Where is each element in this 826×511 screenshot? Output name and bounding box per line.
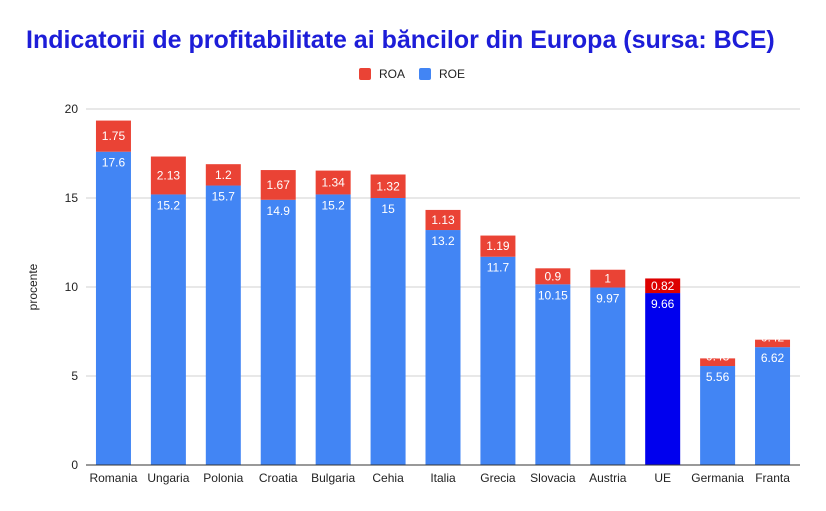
x-tick-label: Bulgaria [311,471,355,485]
data-label-roe: 15.2 [157,198,181,212]
x-tick-label: Austria [589,471,627,485]
data-label-roa: 1.67 [267,178,291,192]
x-tick-label: Ungaria [147,471,189,485]
bar-roe-austria [590,287,626,465]
data-label-roa: 1.19 [486,239,510,253]
x-tick-label: UE [654,471,671,485]
bar-roa-italia [425,209,461,231]
legend-swatch-roa [359,68,371,80]
bar-roa-ungaria [150,156,186,195]
data-label-roa: 0.43 [706,349,730,363]
x-tick-label: Italia [430,471,456,485]
x-tick-label: Franta [755,471,790,485]
bar-roe-ue [645,293,681,465]
bar-roe-franta [755,347,791,465]
axes: 0 5 10 15 20 procente Romania Ungaria Polonia Cro… [26,102,800,485]
y-tick-label: 0 [71,458,78,472]
data-label-roe: 15 [381,202,395,216]
x-tick-label: Cehia [372,471,404,485]
bar-roe-bulgaria [315,194,351,465]
legend: ROA ROE [359,67,465,81]
bar-roa-grecia [480,235,516,257]
bar-roa-slovacia [535,268,571,285]
y-tick-label: 5 [71,369,78,383]
bar-roa-franta [755,339,791,348]
data-label-roa: 1.75 [102,129,126,143]
chart-title: Indicatorii de profitabilitate ai băncil… [26,26,775,54]
data-label-roa: 1.2 [215,168,232,182]
y-axis-title: procente [26,263,40,310]
bar-roe-romania [95,151,131,465]
data-label-roa: 1.34 [321,176,345,190]
bar-roe-polonia [205,185,241,466]
x-tick-label: Romania [89,471,137,485]
data-label-roa: 1.32 [376,179,400,193]
x-tick-label: Grecia [480,471,516,485]
data-label-roe: 17.6 [102,156,126,170]
legend-swatch-roe [419,68,431,80]
bar-roe-germania [700,366,736,465]
bar-roa-croatia [260,170,296,200]
y-tick-label: 10 [65,280,79,294]
x-tick-label: Croatia [259,471,298,485]
data-label-roa: 1.13 [431,213,455,227]
bar-roa-austria [590,269,626,288]
data-label-roe: 15.7 [212,190,236,204]
data-label-roe: 13.2 [431,234,455,248]
bars [95,120,791,466]
data-label-roe: 11.7 [487,261,510,275]
bar-roa-germania [700,358,736,367]
data-label-roe: 5.56 [706,370,730,384]
y-tick-label: 20 [65,102,79,116]
data-label-roa: 0.82 [651,279,675,293]
data-label-roe: 10.15 [538,288,568,302]
bar-roe-cehia [370,198,406,465]
bar-roa-polonia [205,164,241,186]
data-label-roe: 15.2 [321,198,345,212]
data-labels: 17.6 1.75 15.2 2.13 15.7 1.2 14.9 1.67 15.2 1.34 1… [102,129,785,384]
legend-label-roe: ROE [439,67,465,81]
y-tick-label: 15 [65,191,79,205]
data-label-roe: 9.97 [596,292,620,306]
bar-roe-croatia [260,199,296,465]
x-tick-label: Germania [691,471,744,485]
data-label-roe: 9.66 [651,297,675,311]
x-tick-label: Slovacia [530,471,576,485]
bar-roe-italia [425,230,461,465]
bar-roe-grecia [480,256,516,465]
bar-roa-ue [645,278,681,294]
legend-label-roa: ROA [379,67,405,81]
data-label-roa: 0.42 [761,331,785,345]
data-label-roa: 2.13 [157,168,181,182]
x-tick-label: Polonia [203,471,243,485]
data-label-roe: 14.9 [267,204,291,218]
bar-roa-romania [95,120,131,152]
bar-roe-ungaria [150,194,186,465]
bar-roa-cehia [370,174,406,198]
data-label-roa: 1 [604,272,611,286]
data-label-roe: 6.62 [761,351,785,365]
bar-roe-slovacia [535,284,571,465]
bar-roa-bulgaria [315,170,351,195]
data-label-roa: 0.9 [545,269,562,283]
